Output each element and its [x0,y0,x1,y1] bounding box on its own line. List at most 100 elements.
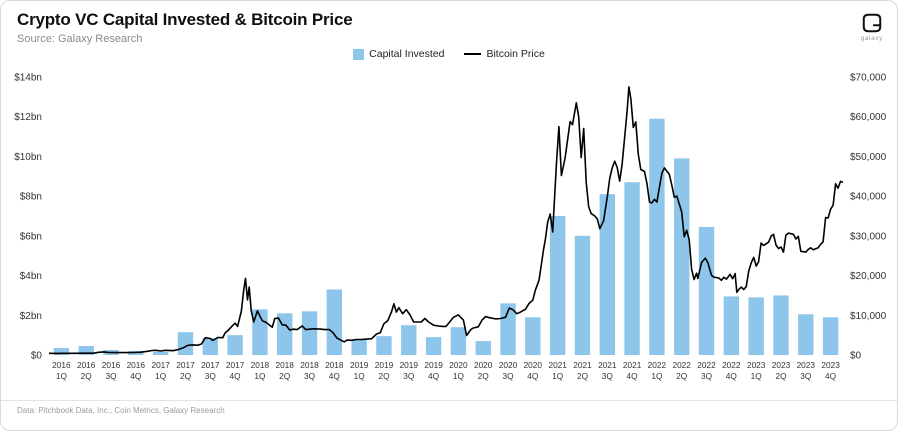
x-axis-quarter: 2Q [180,371,192,381]
right-axis-tick: $30,000 [850,231,887,242]
right-axis-tick: $10,000 [850,311,887,322]
chart-footer: Data: Pitchbook Data, Inc., Coin Metrics… [1,400,897,415]
x-axis-year: 2016 [102,360,121,370]
x-axis-year: 2020 [499,360,518,370]
bar-2020-2Q [475,341,491,355]
x-axis-year: 2017 [151,360,170,370]
bar-2023-3Q [798,314,814,355]
legend-item-bitcoin-price: Bitcoin Price [464,48,545,60]
right-axis-tick: $50,000 [850,152,887,163]
x-axis-quarter: 1Q [751,371,763,381]
x-axis-quarter: 1Q [56,371,68,381]
x-axis-year: 2023 [747,360,766,370]
bar-2019-4Q [425,337,442,355]
x-axis-quarter: 2Q [279,371,291,381]
bar-2017-4Q [227,335,243,355]
bitcoin-price-line [48,86,844,355]
x-axis-year: 2020 [474,360,493,370]
left-axis-tick: $12bn [14,112,42,123]
x-axis-quarter: 3Q [205,371,217,381]
legend-label-bitcoin-price: Bitcoin Price [486,48,545,60]
x-axis-year: 2019 [400,360,419,370]
x-axis-quarter: 4Q [428,371,440,381]
x-axis-year: 2016 [127,360,146,370]
bar-2020-4Q [525,317,541,355]
bar-2023-1Q [748,297,764,355]
bar-2019-2Q [376,336,392,355]
x-axis-year: 2022 [672,360,691,370]
right-axis-tick: $0 [850,351,862,362]
legend-item-capital-invested: Capital Invested [353,48,444,60]
galaxy-logo: galaxy [861,12,883,42]
bar-2022-4Q [723,296,740,355]
x-axis-year: 2019 [424,360,443,370]
combo-chart: $0 $2bn $4bn $6bn $8bn $10bn $12bn $14bn $0 $10,0… [14,73,887,382]
x-axis-quarter: 2Q [676,371,688,381]
x-axis-quarter: 4Q [130,371,142,381]
left-axis-tick: $10bn [14,152,42,163]
x-axis-year: 2020 [449,360,468,370]
chart-header: Crypto VC Capital Invested & Bitcoin Pri… [1,1,897,45]
x-axis-quarter: 3Q [701,371,713,381]
x-axis-year: 2018 [325,360,344,370]
x-axis-quarter: 4Q [627,371,639,381]
x-axis-quarter: 4Q [230,371,242,381]
bar-2016-2Q [78,346,94,355]
x-axis-year: 2022 [697,360,716,370]
x-axis-year: 2021 [573,360,592,370]
bar-2021-1Q [549,216,566,355]
x-axis-quarter: 4Q [527,371,539,381]
x-axis-quarter: 1Q [453,371,465,381]
x-axis-year: 2018 [300,360,319,370]
left-axis-tick: $0 [31,351,43,362]
x-axis-year: 2021 [548,360,567,370]
x-axis-quarter: 1Q [254,371,266,381]
x-axis-quarter: 3Q [502,371,514,381]
x-axis-quarter: 1Q [155,371,167,381]
x-axis-year: 2016 [52,360,71,370]
bar-2023-2Q [773,295,789,355]
x-axis-quarter: 4Q [329,371,341,381]
x-axis-year: 2022 [722,360,741,370]
capital-invested-swatch [353,48,365,60]
x-axis-quarter: 4Q [825,371,837,381]
footer-divider [1,400,897,401]
bar-2020-3Q [500,303,516,355]
x-axis-year: 2017 [226,360,245,370]
bitcoin-price-swatch [464,53,482,55]
page-title: Crypto VC Capital Invested & Bitcoin Pri… [17,10,353,29]
x-axis-year: 2023 [797,360,816,370]
galaxy-logo-text: galaxy [860,35,883,42]
x-axis-year: 2021 [623,360,642,370]
footer-source: Data: Pitchbook Data, Inc., Coin Metrics… [17,406,225,415]
right-axis-tick: $20,000 [850,271,887,282]
x-axis-year: 2022 [648,360,667,370]
x-axis-year: 2017 [176,360,195,370]
x-axis-quarter: 1Q [651,371,663,381]
x-axis-quarter: 2Q [775,371,787,381]
bar-2019-1Q [351,339,367,355]
bar-2022-3Q [698,226,715,355]
x-axis-quarter: 2Q [378,371,390,381]
x-axis-year: 2017 [201,360,220,370]
bar-2020-1Q [450,327,467,355]
x-axis-quarter: 2Q [81,371,93,381]
bar-2022-2Q [674,158,690,355]
bar-2023-4Q [822,317,839,355]
bar-2016-1Q [53,348,70,355]
x-axis-quarter: 3Q [304,371,316,381]
x-axis-year: 2020 [524,360,543,370]
x-axis-quarter: 3Q [105,371,117,381]
x-axis-year: 2021 [598,360,617,370]
bar-2017-3Q [202,338,218,355]
left-axis-tick: $14bn [14,73,42,84]
left-axis-tick: $6bn [20,231,42,242]
x-axis-quarter: 1Q [354,371,366,381]
x-axis-quarter: 2Q [478,371,490,381]
right-axis-tick: $40,000 [850,192,887,203]
chart-legend: Capital Invested Bitcoin Price [1,45,897,63]
x-axis-year: 2018 [251,360,270,370]
x-axis-year: 2016 [77,360,96,370]
x-axis-year: 2018 [275,360,294,370]
